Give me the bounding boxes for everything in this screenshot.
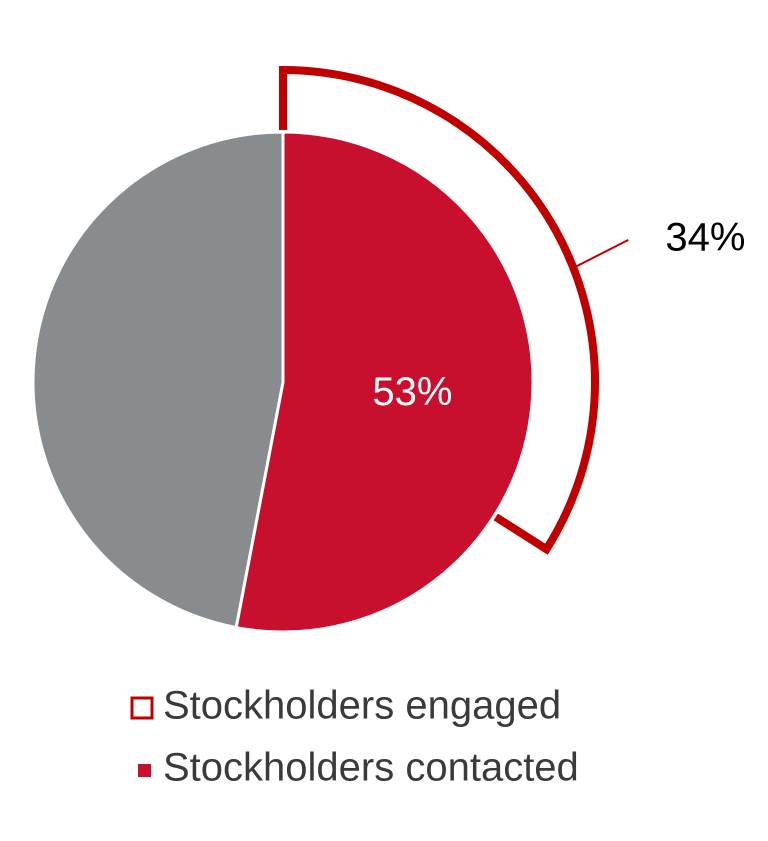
pie-slice (31, 130, 285, 630)
pie-slice (234, 130, 535, 634)
legend-swatch (138, 764, 151, 777)
outer-arc (279, 65, 599, 555)
arc-label: 34% (665, 215, 745, 259)
legend-label: Stockholders contacted (163, 746, 579, 790)
legend-swatch (130, 696, 154, 720)
legend-label: Stockholders engaged (163, 684, 561, 728)
slice-label: 53% (372, 370, 452, 414)
leader-line (572, 238, 629, 269)
